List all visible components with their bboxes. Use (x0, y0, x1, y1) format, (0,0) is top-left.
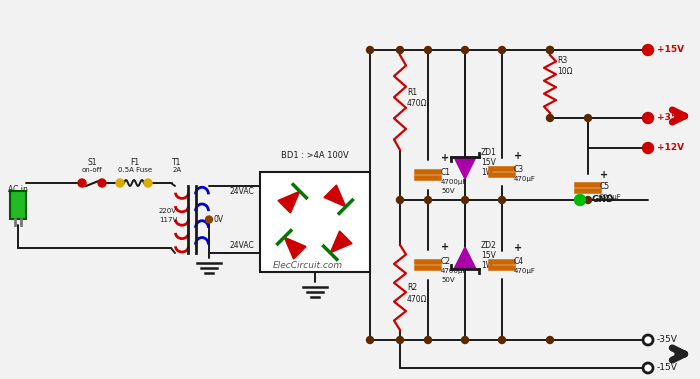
Text: GND: GND (592, 196, 615, 205)
Circle shape (396, 196, 403, 204)
Circle shape (461, 196, 468, 204)
Circle shape (98, 179, 106, 187)
Text: 0V: 0V (214, 216, 224, 224)
Circle shape (424, 337, 431, 343)
Circle shape (643, 143, 654, 153)
Bar (260, 172, 370, 272)
Text: ZD1: ZD1 (481, 148, 497, 157)
Circle shape (547, 47, 554, 53)
Text: 10Ω: 10Ω (557, 67, 573, 76)
Text: 470Ω: 470Ω (407, 99, 428, 108)
Circle shape (584, 114, 592, 122)
Text: 470μF: 470μF (514, 268, 536, 274)
Text: 50V: 50V (441, 188, 454, 194)
Text: 4700μF: 4700μF (441, 268, 468, 274)
Circle shape (396, 47, 403, 53)
Circle shape (367, 47, 374, 53)
Text: +: + (514, 151, 522, 161)
Circle shape (643, 335, 653, 345)
Circle shape (643, 44, 654, 55)
Text: 470μF: 470μF (514, 176, 536, 182)
Text: 2A: 2A (172, 167, 181, 173)
Circle shape (396, 337, 403, 343)
Text: 1W: 1W (481, 168, 493, 177)
FancyBboxPatch shape (10, 191, 26, 219)
Text: 15V: 15V (481, 158, 496, 167)
Text: C2: C2 (441, 257, 451, 266)
Text: 50V: 50V (441, 277, 454, 283)
Circle shape (206, 216, 213, 223)
Circle shape (78, 179, 86, 187)
Circle shape (498, 196, 505, 204)
Circle shape (547, 47, 554, 53)
Text: +15V: +15V (657, 45, 684, 55)
Text: R1: R1 (407, 88, 417, 97)
Circle shape (498, 47, 505, 53)
Circle shape (575, 194, 585, 205)
Circle shape (116, 179, 124, 187)
Text: 0.5A Fuse: 0.5A Fuse (118, 167, 152, 173)
Polygon shape (454, 157, 476, 179)
Text: R3: R3 (557, 56, 567, 65)
Text: 220V: 220V (159, 208, 177, 214)
Text: ElecCircuit.com: ElecCircuit.com (273, 261, 343, 270)
Text: 15V: 15V (481, 251, 496, 260)
Text: -35V: -35V (657, 335, 678, 345)
Text: 220μF: 220μF (600, 194, 622, 200)
Circle shape (643, 113, 654, 124)
Polygon shape (324, 185, 346, 207)
Text: on-off: on-off (82, 167, 102, 173)
Text: 117V: 117V (159, 217, 177, 223)
Text: T1: T1 (172, 158, 182, 167)
Polygon shape (284, 237, 306, 259)
Text: C4: C4 (514, 257, 524, 266)
Text: 24VAC: 24VAC (229, 241, 253, 250)
Text: C1: C1 (441, 168, 451, 177)
Circle shape (498, 337, 505, 343)
Text: +: + (441, 153, 449, 163)
Circle shape (461, 337, 468, 343)
Text: BD1 : >4A 100V: BD1 : >4A 100V (281, 151, 349, 160)
Text: C5: C5 (600, 182, 610, 191)
Circle shape (461, 47, 468, 53)
Text: -15V: -15V (657, 363, 678, 373)
Text: ZD2: ZD2 (481, 241, 497, 250)
Polygon shape (330, 231, 352, 253)
Circle shape (424, 47, 431, 53)
Polygon shape (278, 191, 300, 213)
Polygon shape (454, 247, 476, 269)
Text: +35V: +35V (657, 113, 684, 122)
Text: S1: S1 (88, 158, 97, 167)
Circle shape (547, 114, 554, 122)
Text: +12V: +12V (657, 144, 684, 152)
Text: AC in: AC in (8, 185, 28, 194)
Text: 470Ω: 470Ω (407, 295, 428, 304)
Text: 24VAC: 24VAC (229, 187, 253, 196)
Text: C3: C3 (514, 165, 524, 174)
Circle shape (584, 196, 592, 204)
Text: R2: R2 (407, 283, 417, 292)
Text: +: + (441, 242, 449, 252)
Text: 4700μF: 4700μF (441, 179, 468, 185)
Circle shape (643, 363, 653, 373)
Circle shape (367, 337, 374, 343)
Circle shape (424, 196, 431, 204)
Text: +: + (600, 170, 608, 180)
Circle shape (547, 337, 554, 343)
Text: +: + (514, 243, 522, 253)
Text: F1: F1 (130, 158, 139, 167)
Circle shape (144, 179, 152, 187)
Text: 1W: 1W (481, 261, 493, 270)
